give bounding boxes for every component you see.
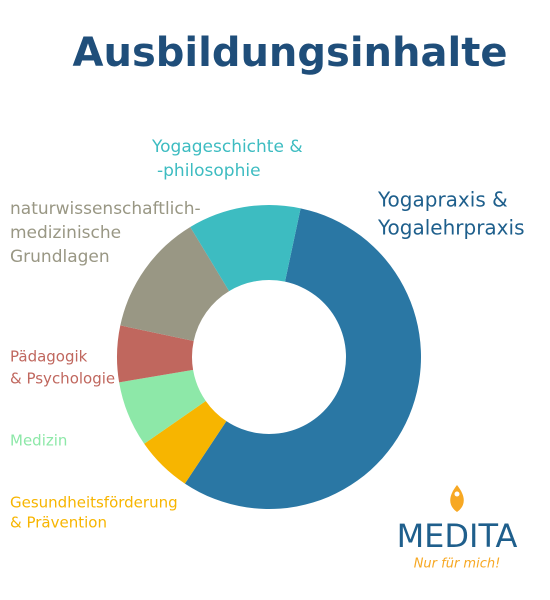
- logo: MEDITA Nur für mich!: [397, 485, 518, 572]
- segment-label: Grundlagen: [10, 247, 110, 267]
- segment-label: Medizin: [10, 432, 67, 450]
- logo-name: MEDITA: [397, 517, 518, 555]
- segment-label: & Psychologie: [10, 370, 115, 388]
- donut-segment: [120, 226, 230, 341]
- segment-label: naturwissenschaftlich-: [10, 199, 201, 219]
- segment-label: -philosophie: [157, 161, 261, 181]
- segment-label: Pädagogik: [10, 348, 88, 366]
- logo-icon-head: [454, 491, 460, 497]
- donut-segment: [117, 325, 194, 383]
- donut-segment: [144, 400, 227, 484]
- donut-segment: [119, 369, 206, 444]
- segment-label: medizinische: [10, 223, 121, 243]
- segment-label: Yogalehrpraxis: [377, 216, 525, 240]
- chart-title: Ausbildungsinhalte: [73, 30, 508, 76]
- donut-segment: [184, 208, 421, 509]
- segment-label: Yogageschichte &: [151, 137, 303, 157]
- segment-label: Gesundheitsförderung: [10, 494, 178, 512]
- logo-icon: [450, 485, 464, 512]
- segment-label: Yogapraxis &: [377, 188, 508, 212]
- segment-label: & Prävention: [10, 514, 107, 532]
- logo-tagline: Nur für mich!: [414, 557, 501, 572]
- donut-segment: [190, 205, 301, 292]
